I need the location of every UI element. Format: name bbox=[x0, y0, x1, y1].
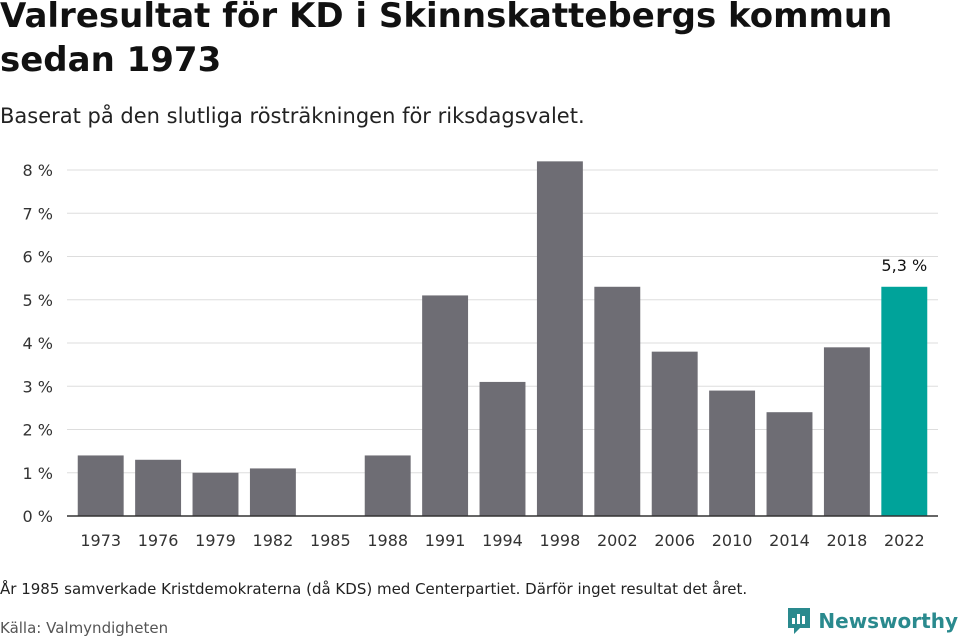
bar-2014 bbox=[766, 412, 813, 516]
y-tick-label: 2 % bbox=[23, 421, 53, 440]
bar-2006 bbox=[651, 351, 698, 516]
data-label: 5,3 % bbox=[881, 256, 927, 275]
newsworthy-logo-icon bbox=[788, 608, 811, 634]
x-tick-label: 2010 bbox=[712, 531, 753, 550]
bar-1991 bbox=[422, 295, 469, 516]
bar-1994 bbox=[479, 381, 526, 516]
bar-chart: 0 % 1 % 2 % 3 % 4 % 5 % 6 % 7 % 8 % 1973 1976 1979 1… bbox=[23, 161, 938, 550]
y-tick-label: 4 % bbox=[23, 334, 53, 353]
x-tick-label: 1982 bbox=[253, 531, 294, 550]
brand-name: Newsworthy bbox=[818, 609, 958, 633]
bar-1988 bbox=[364, 455, 411, 516]
bar-2022 bbox=[881, 286, 928, 516]
bar-1979 bbox=[192, 472, 239, 516]
bar-1976 bbox=[135, 459, 182, 516]
x-tick-label: 1973 bbox=[80, 531, 121, 550]
y-tick-label: 6 % bbox=[23, 248, 53, 267]
chart-subtitle: Baserat på den slutliga rösträkningen fö… bbox=[0, 104, 585, 128]
x-tick-label: 1998 bbox=[540, 531, 581, 550]
x-tick-label: 2018 bbox=[827, 531, 868, 550]
x-tick-label: 1985 bbox=[310, 531, 351, 550]
x-tick-label: 1994 bbox=[482, 531, 523, 550]
bar-1973 bbox=[77, 455, 124, 516]
y-tick-label: 3 % bbox=[23, 377, 53, 396]
bar-2002 bbox=[594, 286, 641, 516]
x-tick-label: 1991 bbox=[425, 531, 466, 550]
bar-2018 bbox=[823, 347, 870, 516]
y-tick-label: 7 % bbox=[23, 204, 53, 223]
footnote: År 1985 samverkade Kristdemokraterna (då… bbox=[0, 580, 748, 598]
x-tick-label: 2022 bbox=[884, 531, 925, 550]
y-tick-label: 5 % bbox=[23, 291, 53, 310]
bar-1982 bbox=[249, 468, 296, 516]
x-tick-label: 2002 bbox=[597, 531, 638, 550]
x-tick-label: 1976 bbox=[138, 531, 179, 550]
y-tick-label: 8 % bbox=[23, 161, 53, 180]
x-tick-label: 2014 bbox=[769, 531, 810, 550]
x-tick-label: 2006 bbox=[654, 531, 695, 550]
source-credit: Källa: Valmyndigheten bbox=[0, 619, 169, 637]
x-tick-label: 1979 bbox=[195, 531, 236, 550]
y-tick-label: 0 % bbox=[23, 507, 53, 526]
bar-2010 bbox=[709, 390, 756, 516]
brand-logo[interactable]: Newsworthy bbox=[786, 606, 958, 636]
bar-1998 bbox=[536, 161, 583, 516]
y-tick-label: 1 % bbox=[23, 464, 53, 483]
chart-title: Valresultat för KD i Skinnskattebergs ko… bbox=[0, 0, 893, 80]
x-tick-label: 1988 bbox=[367, 531, 408, 550]
